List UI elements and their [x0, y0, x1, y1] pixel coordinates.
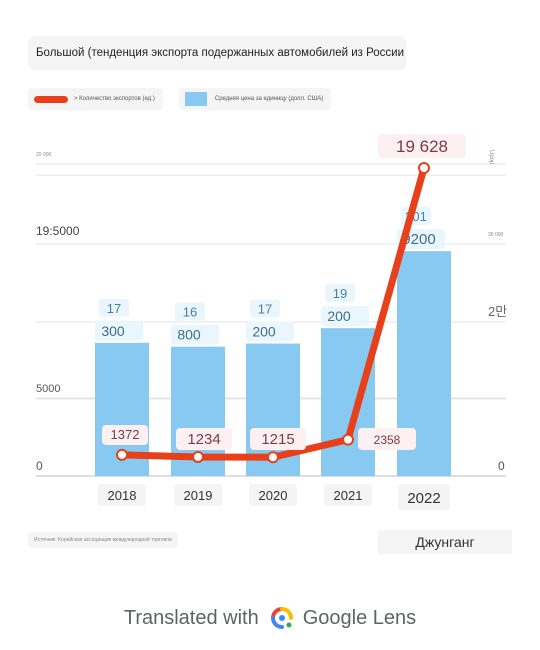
line-label-bg	[358, 428, 416, 450]
source-text: Источник: Корейская ассоциация междунаро…	[34, 537, 172, 543]
line-label-bg	[378, 134, 466, 158]
exports-value-label: 1215	[261, 431, 294, 448]
legend: > Количество экспортов (ед.) Средняя цен…	[28, 88, 347, 110]
lens-caption: Translated with	[123, 606, 259, 629]
y2-axis-label: Upop	[488, 150, 494, 165]
bar-value-label-top: 17	[258, 302, 272, 317]
bar-value-label-bottom: 200	[252, 324, 276, 340]
bar-value-label-bottom: 9200	[402, 231, 435, 248]
x-tick-bg	[324, 484, 372, 506]
legend-label-price: Средняя цена за единицу (долл. США)	[214, 96, 324, 102]
x-tick-label: 2020	[259, 488, 288, 503]
x-tick-label: 2019	[184, 488, 213, 503]
x-tick-bg	[249, 484, 297, 506]
x-tick-bg	[174, 484, 222, 506]
bar-label-bg	[321, 306, 369, 327]
exports-point	[418, 162, 430, 174]
bar-value-label-bottom: 200	[327, 308, 351, 324]
legend-bar-swatch	[184, 92, 207, 106]
y-tick-label: 19:5000	[36, 224, 80, 238]
y-tick-label: 20 000	[36, 152, 52, 158]
exports-point	[342, 433, 354, 446]
lens-product-name: Google Lens	[302, 606, 417, 629]
bar-value-label-bottom: 300	[101, 323, 125, 339]
x-tick-label: 2022	[407, 490, 440, 507]
x-tick-bg	[98, 484, 146, 506]
chart-title-text: Большой (тенденция экспорта подержанных …	[36, 47, 405, 59]
y2-tick-label: 0	[498, 459, 505, 473]
google-lens-banner: Translated with Google Lens	[0, 598, 540, 638]
legend-item-price: Средняя цена за единицу (долл. США)	[178, 88, 332, 110]
bar-value-label-bottom: 800	[177, 327, 201, 343]
bar-label-bg	[325, 284, 355, 303]
x-tick-bg	[398, 484, 450, 510]
google-lens-icon	[270, 607, 293, 629]
price-bar	[321, 328, 375, 476]
bar-value-label-top: 19	[333, 286, 347, 301]
bar-label-bg	[99, 298, 129, 317]
x-tick-label: 2018	[108, 488, 137, 503]
legend-label-exports: > Количество экспортов (ед.)	[74, 96, 155, 102]
bar-label-bg	[246, 321, 294, 342]
chart-title: Большой (тенденция экспорта подержанных …	[28, 36, 406, 70]
y2-tick-label: 30 000	[488, 232, 504, 238]
brand-label: Джунганг	[378, 530, 512, 554]
bar-label-bg	[175, 302, 205, 321]
line-label-bg	[176, 428, 232, 450]
exports-value-label: 19 628	[396, 137, 448, 156]
bar-label-bg	[171, 324, 219, 345]
bar-value-label-top: 17	[107, 301, 121, 316]
bar-label-bg	[250, 299, 280, 318]
exports-point	[192, 450, 204, 463]
y2-tick-label: 2만	[488, 304, 507, 319]
legend-line-swatch	[34, 95, 68, 103]
exports-value-label: 2358	[374, 433, 401, 447]
exports-point	[267, 451, 279, 464]
line-label-bg	[250, 428, 306, 450]
y-tick-label: 0	[36, 459, 43, 473]
exports-value-label: 1234	[187, 431, 220, 448]
combo-chart: 0 5000 19:5000 20 000 0 2만 30 000 Upop 17 300 16 80…	[36, 134, 507, 510]
brand-text: Джунганг	[415, 534, 475, 550]
source-note: Источник: Корейская ассоциация междунаро…	[28, 532, 178, 548]
bar-label-bg	[95, 320, 143, 341]
exports-value-label: 1372	[111, 427, 140, 442]
exports-point	[116, 448, 128, 461]
y-tick-label: 5000	[36, 383, 60, 395]
line-label-bg	[102, 425, 148, 445]
x-tick-label: 2021	[334, 488, 363, 503]
bar-value-label-top: 16	[183, 305, 197, 320]
legend-item-exports: > Количество экспортов (ед.)	[28, 88, 163, 110]
